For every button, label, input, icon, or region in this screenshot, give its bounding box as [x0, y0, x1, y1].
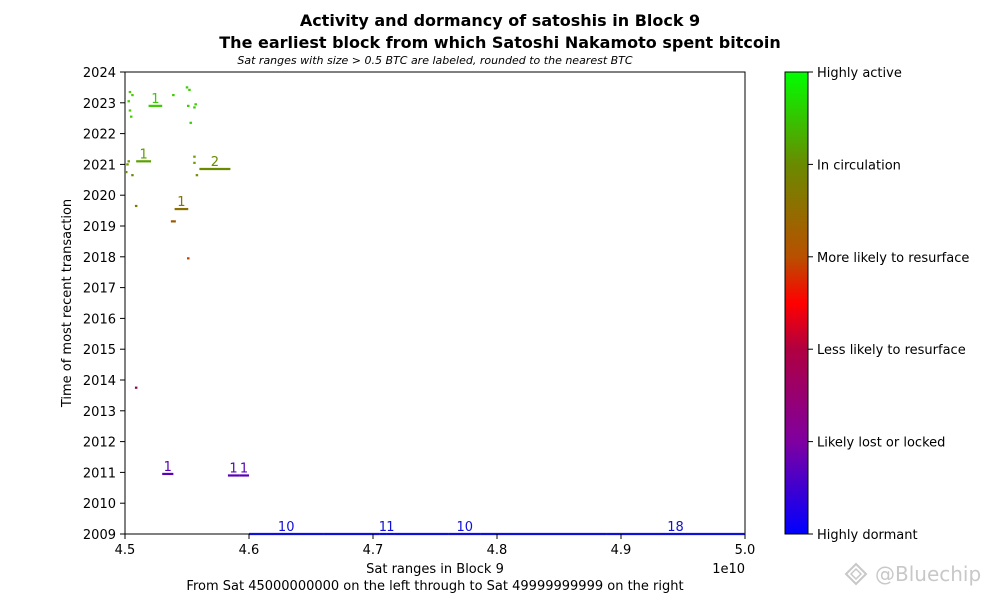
y-tick-label: 2016 — [83, 312, 116, 327]
chart-title: Activity and dormancy of satoshis in Blo… — [300, 11, 700, 30]
sat-range-label: 1 — [229, 461, 237, 476]
colorbar-tick-label: More likely to resurface — [817, 251, 969, 266]
sat-range-label: 1 — [386, 520, 394, 535]
y-tick-label: 2012 — [83, 436, 116, 451]
sat-range-label: 10 — [456, 520, 473, 535]
colorbar-tick-label: Highly active — [817, 66, 902, 81]
plot-frame — [124, 71, 746, 535]
y-tick-label: 2022 — [83, 128, 116, 143]
sat-range-label: 1 — [151, 92, 159, 107]
sat-range-label: 1 — [379, 520, 387, 535]
y-tick-label: 2018 — [83, 251, 116, 266]
sat-range-label: 1 — [139, 147, 147, 162]
x-axis-label: Sat ranges in Block 9 — [366, 562, 504, 577]
x-ticks: 4.5 4.6 4.7 4.8 4.9 5.0 — [115, 534, 756, 558]
sat-range-label: 2 — [211, 155, 219, 170]
y-tick-label: 2015 — [83, 343, 116, 358]
sat-range-label: 1 — [177, 195, 185, 210]
colorbar-tick-label: Likely lost or locked — [817, 436, 945, 451]
sat-range-label: 1 — [164, 460, 172, 475]
sat-range-label: 18 — [667, 520, 684, 535]
y-tick-label: 2017 — [83, 282, 116, 297]
x-axis-footer: From Sat 45000000000 on the left through… — [186, 579, 683, 594]
colorbar-tick-label: In circulation — [817, 158, 901, 173]
y-tick-label: 2014 — [83, 374, 116, 389]
y-ticks: 2009 2010 2011 2012 2013 2014 2015 2016 2017 2018… — [83, 66, 125, 543]
y-tick-label: 2023 — [83, 97, 116, 112]
y-tick-label: 2020 — [83, 189, 116, 204]
sat-range-label: 10 — [278, 520, 295, 535]
y-tick-label: 2009 — [83, 528, 116, 543]
x-tick-label: 4.6 — [239, 543, 260, 558]
watermark-logo-icon — [844, 562, 868, 586]
colorbar-gradient — [784, 71, 809, 535]
y-axis-label: Time of most recent transaction — [60, 199, 75, 408]
y-tick-label: 2021 — [83, 158, 116, 173]
y-tick-label: 2013 — [83, 405, 116, 420]
x-tick-label: 4.8 — [487, 543, 508, 558]
chart-subtitle: Sat ranges with size > 0.5 BTC are label… — [237, 54, 633, 67]
colorbar: Highly dormant Likely lost or locked Less … — [784, 66, 969, 543]
chart-title-line2: The earliest block from which Satoshi Na… — [219, 33, 780, 52]
watermark-text: @Bluechip — [875, 562, 981, 586]
y-tick-label: 2011 — [83, 466, 116, 481]
data-marks — [125, 86, 745, 536]
y-tick-label: 2024 — [83, 66, 116, 81]
sat-range-label: 1 — [240, 461, 248, 476]
x-tick-label: 4.7 — [363, 543, 384, 558]
x-tick-label: 4.9 — [611, 543, 632, 558]
colorbar-tick-label: Less likely to resurface — [817, 343, 966, 358]
x-tick-label: 4.5 — [115, 543, 136, 558]
colorbar-ticks: Highly dormant Likely lost or locked Less … — [808, 66, 969, 543]
y-tick-label: 2010 — [83, 497, 116, 512]
y-tick-label: 2019 — [83, 220, 116, 235]
colorbar-tick-label: Highly dormant — [817, 528, 918, 543]
x-tick-label: 5.0 — [735, 543, 756, 558]
x-axis-offset: 1e10 — [712, 562, 745, 577]
